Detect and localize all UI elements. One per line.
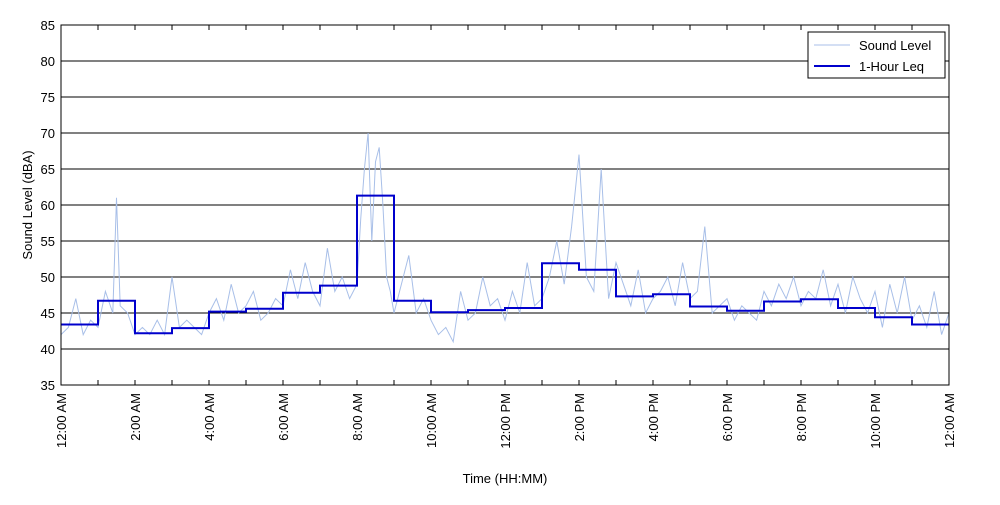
y-tick-label: 65 [41,162,55,177]
y-tick-labels: 35 40 45 50 55 60 65 70 75 80 85 [41,18,55,393]
series-1-hour-leq-line [61,194,949,335]
x-tick-label: 10:00 PM [868,393,883,449]
x-axis-label: Time (HH:MM) [463,471,548,486]
x-tick-label: 2:00 PM [572,393,587,441]
legend-box [807,31,946,79]
series-layer [60,132,950,344]
grid-lines [61,60,949,350]
y-tick-label: 70 [41,126,55,141]
x-tick-label: 10:00 AM [424,393,439,448]
tick-layer [60,24,950,386]
x-tick-label: 4:00 AM [202,393,217,441]
y-axis-label: Sound Level (dBA) [20,150,35,259]
x-tick-label: 12:00 AM [54,393,69,448]
y-tick-label: 85 [41,18,55,33]
y-tick-label: 80 [41,54,55,69]
legend-label-sound-level: Sound Level [859,38,931,53]
x-tick-label: 12:00 PM [498,393,513,449]
x-tick-labels: 12:00 AM 2:00 AM 4:00 AM 6:00 AM 8:00 AM 10:0… [54,393,957,449]
x-tick-label: 6:00 AM [276,393,291,441]
x-tick-label: 8:00 AM [350,393,365,441]
x-tick-label: 6:00 PM [720,393,735,441]
x-tick-label: 12:00 AM [942,393,957,448]
y-tick-label: 45 [41,306,55,321]
y-tick-label: 75 [41,90,55,105]
legend-label-1-hour-leq: 1-Hour Leq [859,59,924,74]
y-tick-label: 50 [41,270,55,285]
x-tick-label: 8:00 PM [794,393,809,441]
y-tick-label: 60 [41,198,55,213]
legend: Sound Level 1-Hour Leq [807,31,946,79]
x-tick-label: 4:00 PM [646,393,661,441]
y-tick-label: 35 [41,378,55,393]
y-tick-label: 55 [41,234,55,249]
x-tick-label: 2:00 AM [128,393,143,441]
y-tick-label: 40 [41,342,55,357]
